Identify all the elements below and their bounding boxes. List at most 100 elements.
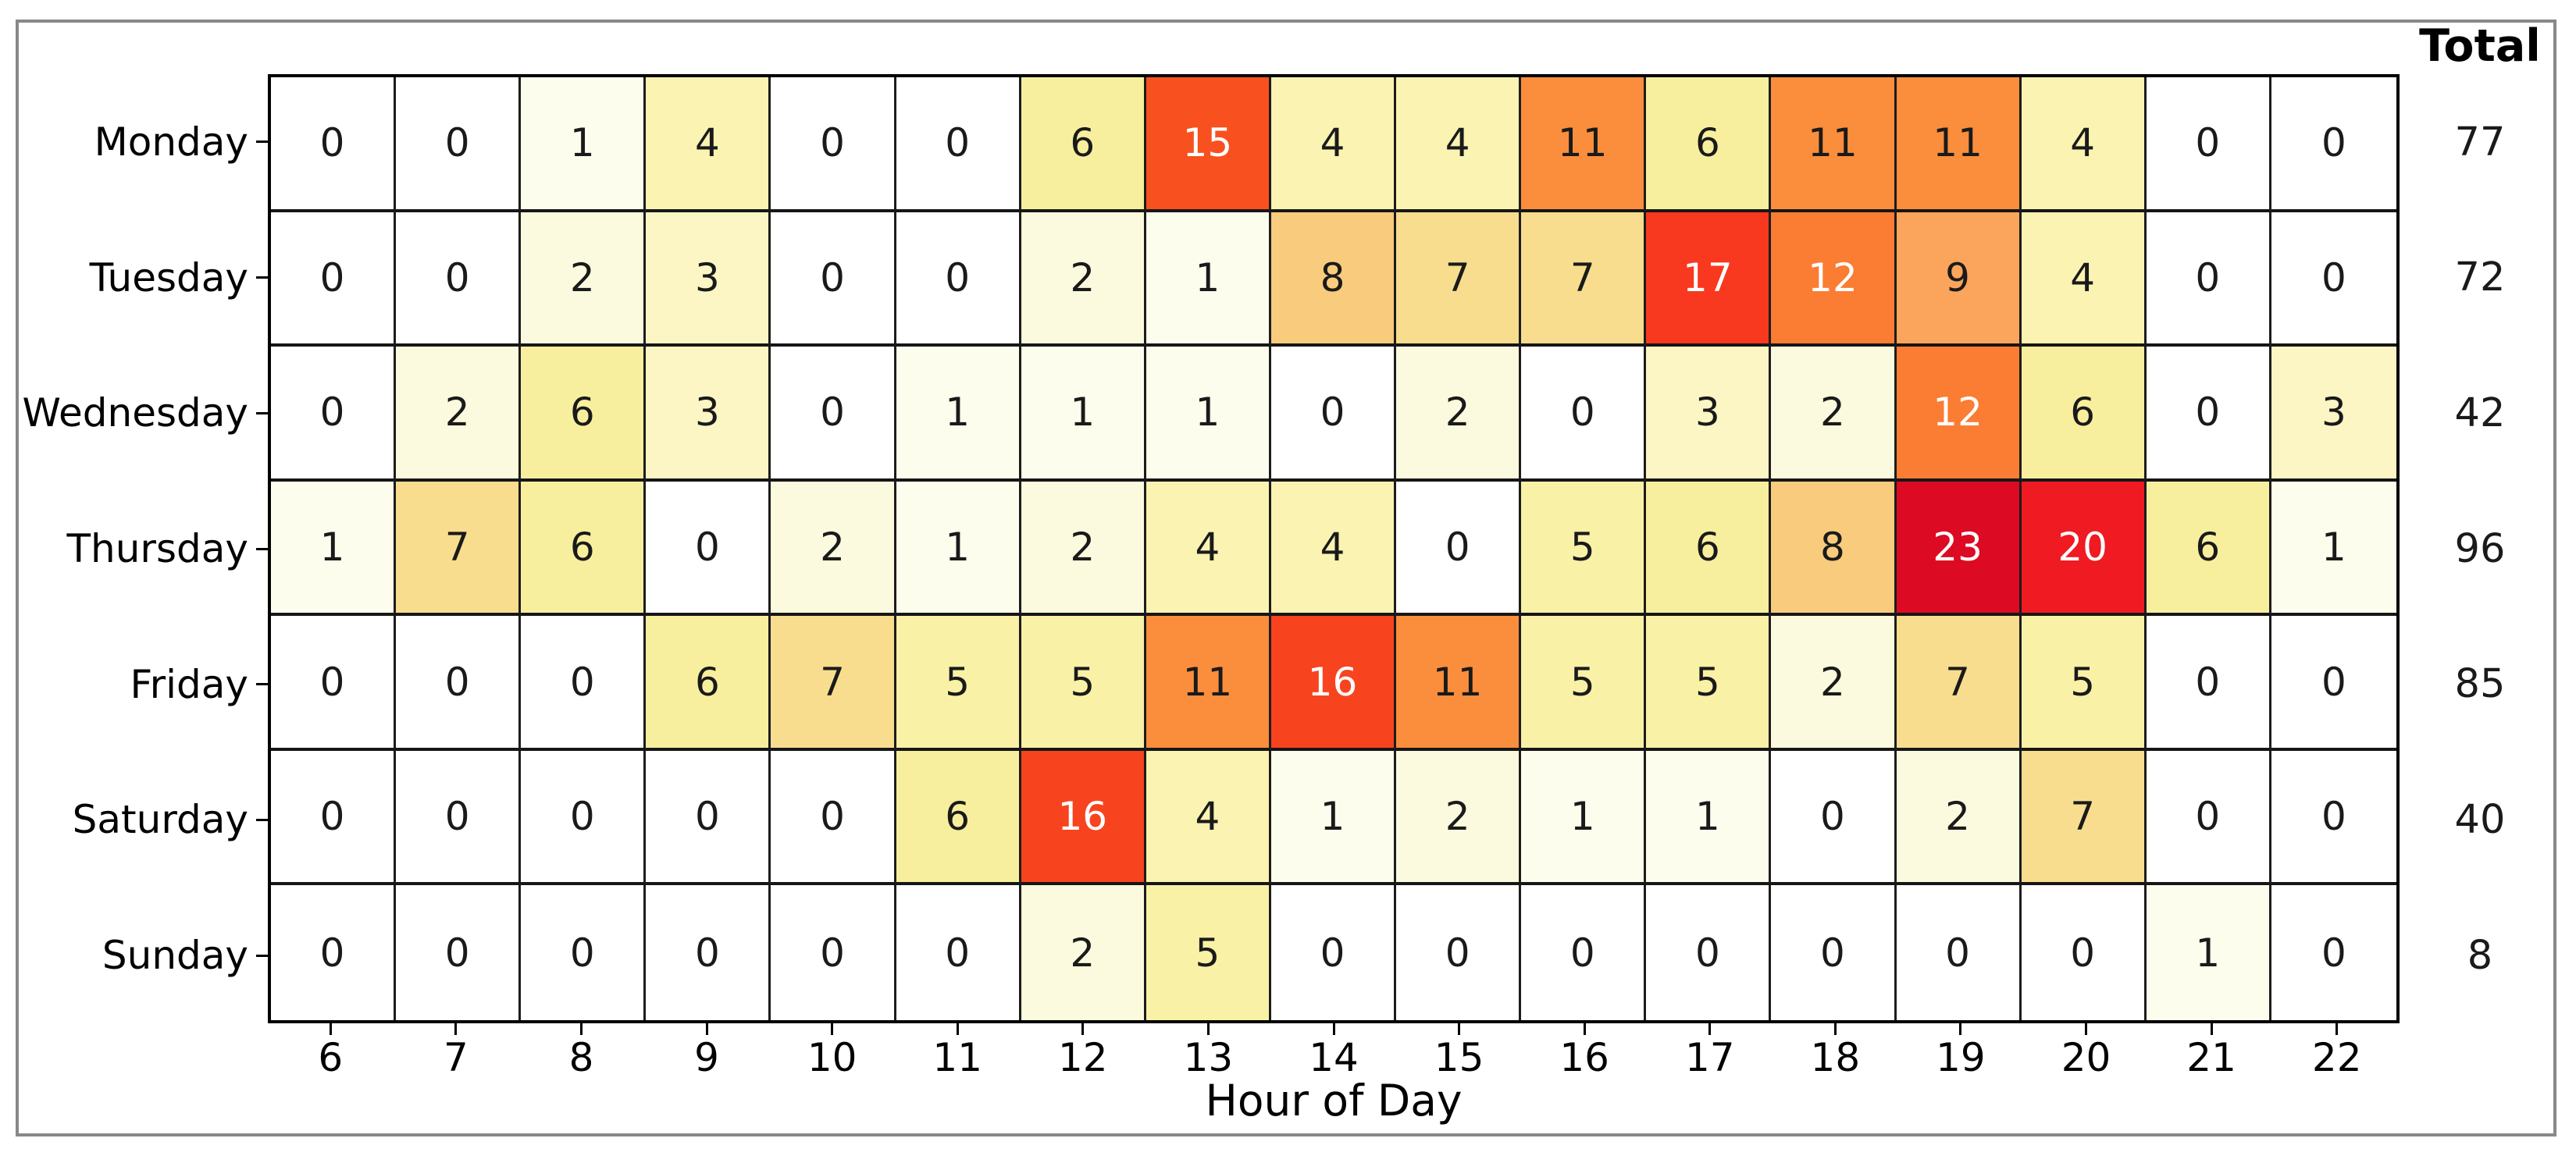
heatmap-cell: 5 [1021,616,1146,751]
heatmap-cell: 0 [1396,481,1522,617]
heatmap-cell: 1 [1646,750,1772,886]
heatmap-cell: 6 [2021,347,2147,482]
heatmap-cell: 9 [1896,212,2022,347]
heatmap-cell: 0 [1771,885,1897,1020]
x-tick-label-21: 21 [2186,1035,2236,1080]
heatmap-cell: 5 [1145,885,1271,1020]
x-tick-label-14: 14 [1309,1035,1359,1080]
y-tick-mark [256,683,268,686]
y-tick-mark [256,547,268,550]
heatmap-cell: 0 [396,885,522,1020]
y-tick-mark [256,818,268,821]
heatmap-cell: 1 [896,481,1021,617]
heatmap-cell: 0 [396,616,522,751]
heatmap-cell: 0 [2146,616,2271,751]
heatmap-cell: 0 [896,77,1021,212]
heatmap-cell: 17 [1646,212,1772,347]
heatmap-cell: 0 [2271,77,2396,212]
heatmap-cell: 0 [2271,885,2396,1020]
x-tick-label-16: 16 [1559,1035,1609,1080]
heatmap-cell: 6 [521,347,647,482]
x-tick-mark [2210,1023,2213,1035]
heatmap-cell: 1 [1021,347,1146,482]
heatmap-cell: 11 [1521,77,1647,212]
x-tick-mark [1458,1023,1461,1035]
x-tick-label-6: 6 [318,1035,344,1080]
heatmap-cell: 5 [1521,481,1647,617]
x-tick-mark [2085,1023,2088,1035]
heatmap-cell: 5 [1521,616,1647,751]
heatmap-cell: 2 [1021,885,1146,1020]
x-tick-mark [956,1023,959,1035]
x-tick-label-9: 9 [694,1035,719,1080]
heatmap-cell: 7 [1521,212,1647,347]
x-tick-label-17: 17 [1684,1035,1735,1080]
x-tick-mark [831,1023,834,1035]
heatmap-cell: 0 [2271,212,2396,347]
heatmap-cell: 2 [521,212,647,347]
heatmap-cell: 0 [1396,885,1522,1020]
heatmap-cell: 4 [1396,77,1522,212]
heatmap-cell: 20 [2021,481,2147,617]
heatmap-cell: 6 [646,616,771,751]
x-tick-label-12: 12 [1058,1035,1108,1080]
y-tick-mark [256,276,268,279]
heatmap-cell: 2 [1396,347,1522,482]
heatmap-cell: 0 [271,347,397,482]
heatmap-cell: 2 [1021,481,1146,617]
heatmap-cell: 1 [521,77,647,212]
row-label-wednesday: Wednesday [22,390,248,436]
heatmap-cell: 0 [521,616,647,751]
heatmap-cell: 0 [396,77,522,212]
heatmap-cell: 6 [2146,481,2271,617]
heatmap-cell: 4 [1270,77,1397,212]
heatmap-cell: 0 [2021,885,2147,1020]
row-label-sunday: Sunday [102,933,248,979]
row-total-wednesday: 42 [2454,389,2506,436]
heatmap-grid: 0 0 1 4 0 0 6 15 4 4 11 6 11 11 4 0 0 0 0 2 3 0 0 2 1 8 7 7 17 12 9 4 0 0… [268,74,2400,1023]
heatmap-cell: 8 [1270,212,1397,347]
heatmap-cell: 2 [396,347,522,482]
heatmap-cell: 0 [271,616,397,751]
heatmap-cell: 4 [646,77,771,212]
heatmap-cell: 0 [771,885,896,1020]
heatmap-cell: 0 [1646,885,1772,1020]
heatmap-cell: 1 [1145,212,1271,347]
x-tick-label-13: 13 [1183,1035,1234,1080]
heatmap-cell: 16 [1270,616,1397,751]
x-tick-mark [1708,1023,1712,1035]
heatmap-cell: 5 [2021,616,2147,751]
x-tick-label-22: 22 [2311,1035,2362,1080]
heatmap-cell: 0 [521,750,647,886]
heatmap-cell: 0 [271,77,397,212]
x-axis-title: Hour of Day [1205,1076,1463,1126]
heatmap-cell: 0 [646,750,771,886]
x-tick-mark [1959,1023,1962,1035]
heatmap-cell: 6 [1646,481,1772,617]
heatmap-cell: 0 [771,750,896,886]
heatmap-cell: 1 [2146,885,2271,1020]
heatmap-cell: 4 [1145,481,1271,617]
x-tick-mark [1833,1023,1837,1035]
x-tick-mark [579,1023,583,1035]
row-label-monday: Monday [94,119,248,165]
heatmap-cell: 4 [1270,481,1397,617]
heatmap-cell: 0 [1771,750,1897,886]
x-tick-label-7: 7 [443,1035,469,1080]
x-tick-mark [1206,1023,1210,1035]
row-total-friday: 85 [2454,661,2506,708]
heatmap-cell: 4 [1145,750,1271,886]
heatmap-cell: 7 [396,481,522,617]
heatmap-cell: 0 [2271,750,2396,886]
heatmap-cell: 0 [1270,885,1397,1020]
x-tick-label-10: 10 [807,1035,857,1080]
heatmap-cell: 0 [396,750,522,886]
heatmap-cell: 0 [2146,77,2271,212]
heatmap-cell: 2 [771,481,896,617]
heatmap-cell: 7 [1896,616,2022,751]
heatmap-cell: 0 [521,885,647,1020]
row-total-tuesday: 72 [2454,254,2506,301]
heatmap-cell: 11 [1771,77,1897,212]
heatmap-cell: 0 [271,212,397,347]
